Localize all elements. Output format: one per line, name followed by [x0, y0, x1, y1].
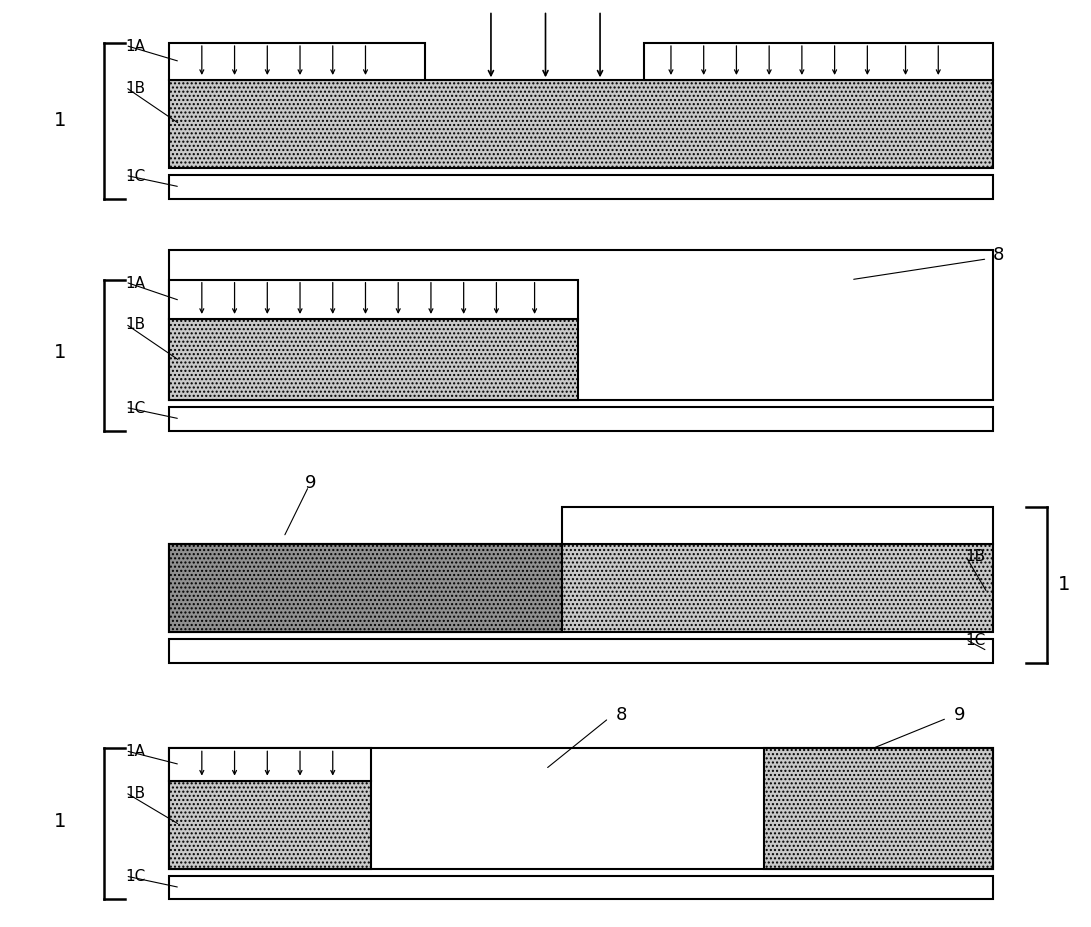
Text: 1A: 1A: [125, 275, 145, 290]
Text: 8: 8: [993, 246, 1004, 264]
Text: 1A: 1A: [125, 743, 145, 758]
Text: 1: 1: [53, 343, 67, 362]
Text: 9: 9: [955, 705, 966, 723]
Text: 1B: 1B: [966, 549, 985, 564]
Bar: [169, 44, 425, 81]
Bar: [169, 176, 993, 199]
Text: 1B: 1B: [125, 317, 145, 332]
Bar: [764, 749, 993, 870]
Text: 1B: 1B: [125, 785, 145, 800]
Text: 1C: 1C: [125, 400, 146, 415]
Text: 8: 8: [616, 705, 627, 723]
Bar: [169, 280, 578, 320]
Bar: [169, 876, 993, 899]
Bar: [169, 320, 578, 400]
Text: 9: 9: [305, 473, 316, 491]
Text: 1: 1: [53, 811, 67, 830]
Bar: [169, 250, 993, 400]
Bar: [169, 781, 371, 870]
Bar: [644, 44, 993, 81]
Bar: [169, 82, 993, 169]
Bar: [169, 749, 993, 870]
Bar: [169, 640, 993, 663]
Bar: [562, 508, 993, 544]
Bar: [169, 749, 371, 781]
Text: 1: 1: [1057, 575, 1070, 593]
Bar: [169, 544, 562, 632]
Bar: [169, 408, 993, 431]
Text: 1C: 1C: [125, 169, 146, 184]
Text: 1: 1: [53, 111, 67, 130]
Text: 1C: 1C: [966, 632, 986, 647]
Bar: [169, 544, 993, 632]
Text: 1A: 1A: [966, 507, 985, 522]
Text: 1A: 1A: [125, 39, 145, 54]
Text: 1C: 1C: [125, 869, 146, 883]
Text: 1B: 1B: [125, 81, 145, 95]
